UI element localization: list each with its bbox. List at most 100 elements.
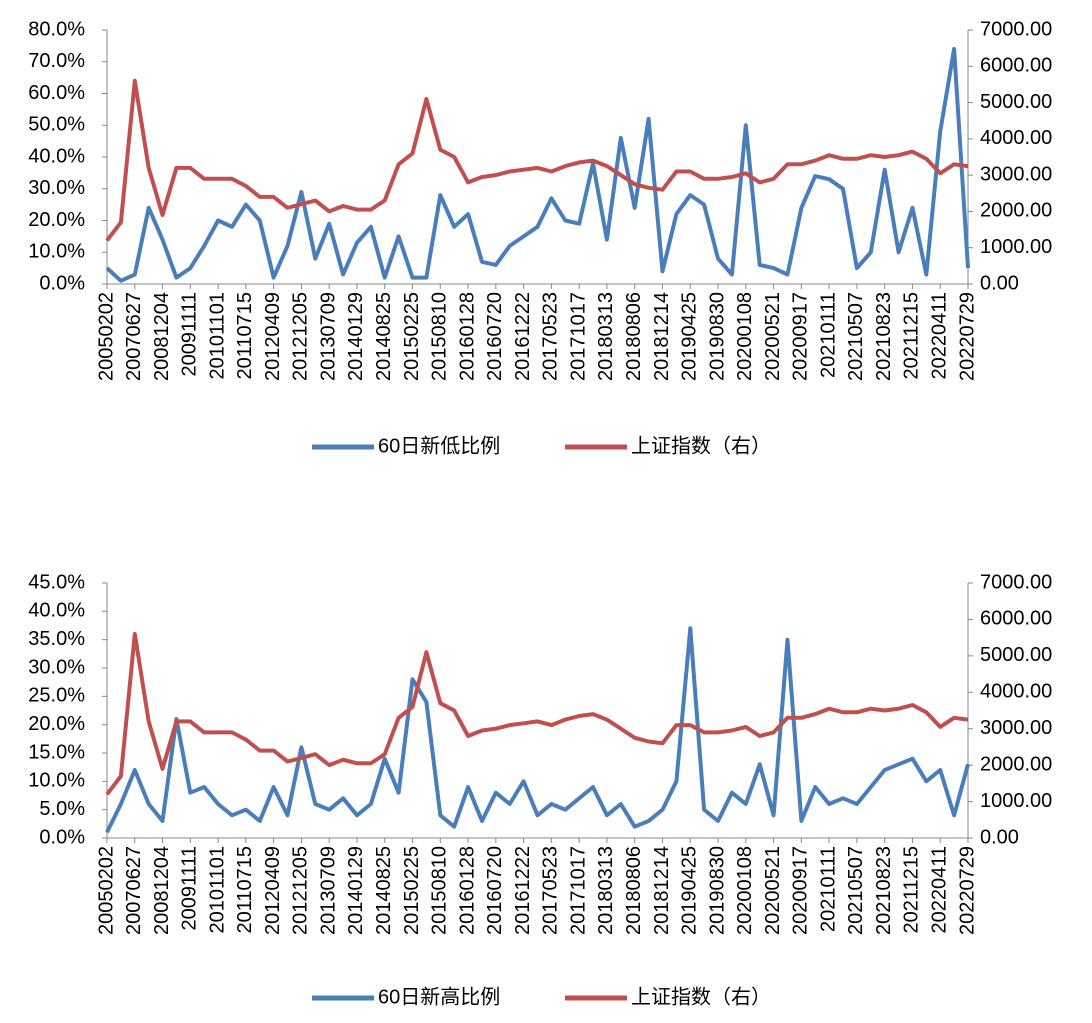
x-tick-label: 20070627 (123, 292, 145, 381)
y-tick-label: 10.0% (28, 770, 85, 792)
x-tick-label: 20110715 (234, 846, 256, 934)
x-tick-label: 20180313 (595, 292, 617, 381)
series-line (105, 632, 969, 796)
y2-tick-label: 1000.00 (980, 790, 1052, 812)
x-tick-label: 20210823 (873, 846, 895, 935)
x-tick-label: 20150810 (429, 846, 451, 935)
y-tick-label: 15.0% (28, 741, 85, 763)
x-tick-label: 20091111 (179, 292, 201, 377)
x-tick-label: 20200917 (790, 846, 812, 935)
y2-tick-label: 6000.00 (980, 608, 1052, 630)
x-tick-label: 20161222 (512, 846, 534, 935)
y2-tick-label: 6000.00 (980, 55, 1052, 77)
y-tick-label: 0.0% (39, 272, 85, 294)
legend-label: 上证指数（右） (631, 985, 771, 1008)
x-tick-label: 20171017 (567, 846, 589, 935)
legend-label: 60日新低比例 (378, 434, 500, 457)
y2-tick-label: 2000.00 (980, 200, 1052, 222)
y-tick-label: 20.0% (28, 713, 85, 735)
x-tick-label: 20140129 (345, 846, 367, 935)
x-tick-label: 20050202 (95, 846, 117, 935)
y2-tick-label: 3000.00 (980, 717, 1052, 739)
y-tick-label: 0.0% (39, 826, 85, 848)
x-tick-label: 20160128 (456, 846, 478, 935)
series-line (105, 78, 969, 242)
x-tick-label: 20110715 (234, 292, 256, 380)
y-tick-label: 45.0% (28, 571, 85, 593)
x-tick-label: 20210111 (817, 846, 839, 932)
x-tick-label: 20210111 (817, 292, 839, 378)
x-tick-label: 20200108 (734, 846, 756, 935)
x-tick-label: 20190425 (679, 292, 701, 381)
y2-tick-label: 0.00 (980, 826, 1019, 848)
x-tick-label: 20210507 (845, 292, 867, 381)
x-tick-label: 20150225 (401, 292, 423, 381)
y-tick-label: 35.0% (28, 628, 85, 650)
y2-tick-label: 1000.00 (980, 236, 1052, 258)
x-tick-label: 20211215 (901, 846, 923, 934)
y-tick-label: 5.0% (39, 798, 85, 820)
x-tick-label: 20121205 (290, 846, 312, 935)
x-tick-label: 20150225 (401, 846, 423, 935)
y2-tick-label: 5000.00 (980, 644, 1052, 666)
x-tick-label: 20130709 (317, 292, 339, 381)
x-tick-label: 20200917 (790, 292, 812, 381)
x-tick-label: 20091111 (179, 846, 201, 931)
x-tick-label: 20130709 (317, 846, 339, 935)
y-tick-label: 10.0% (28, 241, 85, 263)
y2-tick-label: 3000.00 (980, 163, 1052, 185)
x-tick-label: 20150810 (429, 292, 451, 381)
x-tick-label: 20200521 (762, 292, 784, 381)
x-tick-label: 20101101 (206, 846, 228, 934)
y-tick-label: 40.0% (28, 145, 85, 167)
legend-label: 上证指数（右） (631, 434, 771, 457)
x-tick-label: 20181214 (651, 846, 673, 935)
x-tick-label: 20211215 (901, 292, 923, 380)
x-tick-label: 20070627 (123, 846, 145, 935)
x-tick-label: 20220729 (956, 846, 978, 935)
x-tick-label: 20140129 (345, 292, 367, 381)
series-line (105, 47, 970, 283)
x-tick-label: 20190425 (679, 846, 701, 935)
x-tick-label: 20210823 (873, 292, 895, 381)
y2-tick-label: 2000.00 (980, 753, 1052, 775)
y-tick-label: 70.0% (28, 50, 85, 72)
x-tick-label: 20220729 (956, 292, 978, 381)
x-tick-label: 20220411 (929, 846, 951, 934)
x-tick-label: 20161222 (512, 292, 534, 381)
y-tick-label: 25.0% (28, 685, 85, 707)
series-line (105, 626, 970, 834)
x-tick-label: 20101101 (206, 292, 228, 380)
x-tick-label: 20170523 (540, 846, 562, 935)
x-tick-label: 20160720 (484, 846, 506, 935)
x-tick-label: 20081204 (151, 292, 173, 381)
y-tick-label: 30.0% (28, 177, 85, 199)
x-tick-label: 20160720 (484, 292, 506, 381)
y-tick-label: 40.0% (28, 600, 85, 622)
x-tick-label: 20220411 (929, 292, 951, 380)
y2-tick-label: 4000.00 (980, 681, 1052, 703)
x-tick-label: 20171017 (567, 292, 589, 381)
y-tick-label: 80.0% (28, 18, 85, 40)
x-tick-label: 20181214 (651, 292, 673, 381)
y2-tick-label: 4000.00 (980, 127, 1052, 149)
x-tick-label: 20210507 (845, 846, 867, 935)
y2-tick-label: 7000.00 (980, 18, 1052, 40)
y-tick-label: 50.0% (28, 114, 85, 136)
x-tick-label: 20121205 (290, 292, 312, 381)
x-tick-label: 20200108 (734, 292, 756, 381)
x-tick-label: 20170523 (540, 292, 562, 381)
x-tick-label: 20190830 (706, 846, 728, 935)
y-tick-label: 20.0% (28, 209, 85, 231)
legend-label: 60日新高比例 (378, 985, 500, 1008)
x-tick-label: 20050202 (95, 292, 117, 381)
y-tick-label: 30.0% (28, 656, 85, 678)
y2-tick-label: 0.00 (980, 272, 1019, 294)
x-tick-label: 20140825 (373, 846, 395, 935)
x-tick-label: 20180806 (623, 292, 645, 381)
x-tick-label: 20180806 (623, 846, 645, 935)
x-tick-label: 20180313 (595, 846, 617, 935)
y2-tick-label: 5000.00 (980, 91, 1052, 113)
y2-tick-label: 7000.00 (980, 571, 1052, 593)
